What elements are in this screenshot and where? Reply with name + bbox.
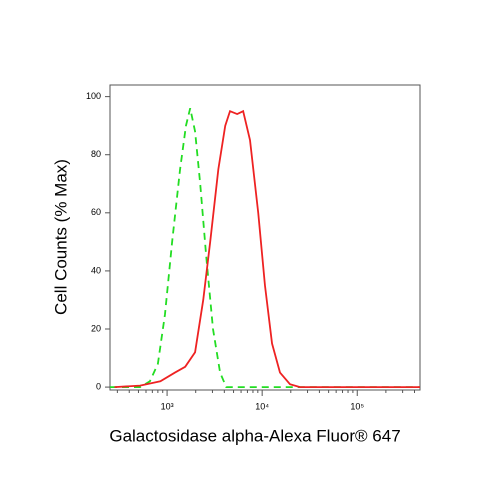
y-tick-label: 60 bbox=[91, 207, 101, 217]
y-tick-label: 80 bbox=[91, 149, 101, 159]
y-tick-label: 100 bbox=[86, 91, 101, 101]
series-line bbox=[110, 108, 420, 388]
y-axis-label: Cell Counts (% Max) bbox=[51, 159, 70, 315]
x-tick-label: 10⁵ bbox=[350, 401, 364, 411]
series-line bbox=[114, 109, 420, 388]
x-axis-label: Galactosidase alpha-Alexa Fluor® 647 bbox=[109, 426, 400, 445]
y-tick-label: 20 bbox=[91, 323, 101, 333]
plot-frame bbox=[109, 84, 421, 391]
y-tick-label: 0 bbox=[96, 381, 101, 391]
x-tick-label: 10³ bbox=[161, 401, 174, 411]
x-tick-label: 10⁴ bbox=[255, 401, 269, 411]
y-tick-label: 40 bbox=[91, 265, 101, 275]
